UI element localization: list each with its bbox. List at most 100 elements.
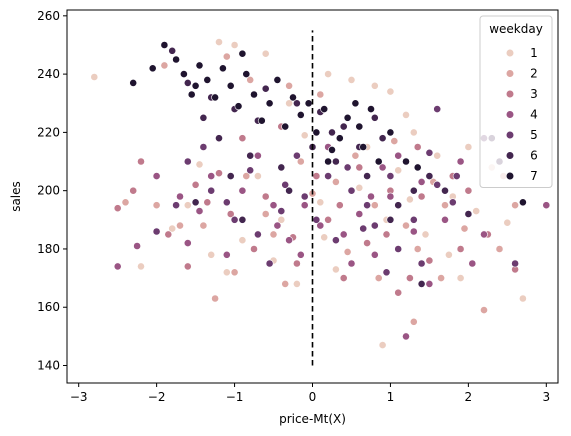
legend-label: 7 xyxy=(530,169,538,183)
data-point xyxy=(90,73,99,81)
data-point xyxy=(394,151,403,160)
data-point xyxy=(137,262,145,271)
data-point xyxy=(246,151,255,160)
data-point xyxy=(402,221,410,230)
legend-title: weekday xyxy=(489,22,543,36)
data-point xyxy=(382,230,391,239)
data-point xyxy=(242,172,251,180)
data-point xyxy=(355,210,364,218)
data-point xyxy=(452,172,461,180)
data-point xyxy=(168,224,177,233)
data-point xyxy=(324,172,332,180)
data-point xyxy=(324,157,332,166)
data-point xyxy=(495,245,504,253)
data-point xyxy=(331,157,340,166)
data-point xyxy=(152,227,161,236)
data-point xyxy=(417,279,426,288)
data-point xyxy=(183,201,192,210)
y-tick-label: 240 xyxy=(37,67,60,81)
data-point xyxy=(238,236,247,245)
data-point xyxy=(425,172,434,180)
data-point xyxy=(374,274,383,282)
data-point xyxy=(129,79,138,87)
legend-items: 1 2 3 4 5 6 7 xyxy=(505,46,538,183)
data-point xyxy=(413,163,422,172)
data-point xyxy=(152,172,161,180)
data-point xyxy=(386,87,395,96)
data-point xyxy=(363,239,371,247)
data-point xyxy=(164,230,173,239)
data-point xyxy=(448,198,457,207)
data-point xyxy=(207,172,216,180)
data-point xyxy=(253,172,262,180)
data-point xyxy=(413,245,422,253)
data-point xyxy=(367,105,375,113)
data-point xyxy=(363,201,371,210)
data-point xyxy=(230,41,239,49)
data-point xyxy=(277,215,286,224)
data-point xyxy=(511,201,519,210)
data-point xyxy=(261,210,270,218)
data-point xyxy=(296,111,305,119)
data-point xyxy=(269,230,278,239)
legend-marker xyxy=(505,89,515,99)
data-point xyxy=(370,250,379,259)
data-point xyxy=(367,192,375,201)
data-point xyxy=(355,122,364,131)
data-point xyxy=(215,38,223,46)
data-point xyxy=(152,201,161,210)
data-point xyxy=(433,105,442,113)
data-point xyxy=(148,64,157,73)
data-point xyxy=(265,99,274,108)
data-point xyxy=(437,274,445,282)
data-point xyxy=(542,201,551,210)
legend-marker xyxy=(505,151,515,160)
data-point xyxy=(176,192,184,201)
x-tick-label: 3 xyxy=(542,390,550,404)
data-point xyxy=(386,172,395,180)
data-point xyxy=(460,224,469,233)
data-point xyxy=(261,192,270,201)
data-point xyxy=(394,288,403,297)
data-point xyxy=(265,259,274,268)
data-point xyxy=(386,192,395,201)
data-point xyxy=(433,151,442,160)
data-point xyxy=(343,113,352,122)
y-tick-label: 220 xyxy=(37,125,60,139)
data-point xyxy=(160,61,169,70)
data-point xyxy=(253,230,262,239)
data-point xyxy=(273,76,282,84)
data-point xyxy=(351,151,360,160)
data-point xyxy=(441,201,449,210)
data-point xyxy=(370,221,379,230)
data-point xyxy=(113,262,122,271)
data-point xyxy=(222,198,231,207)
data-point xyxy=(183,157,192,166)
data-point xyxy=(199,113,208,122)
data-point xyxy=(238,49,247,58)
data-point xyxy=(191,198,200,207)
legend-marker xyxy=(505,171,515,181)
data-point xyxy=(211,294,219,303)
data-point xyxy=(172,55,180,64)
data-point xyxy=(203,76,212,84)
legend-marker xyxy=(505,69,515,78)
x-tick-label: 1 xyxy=(387,390,395,404)
data-point xyxy=(320,105,329,113)
legend-box xyxy=(479,15,553,188)
data-point xyxy=(253,151,262,160)
data-point xyxy=(277,207,286,215)
data-point xyxy=(195,207,204,215)
data-point xyxy=(300,192,309,201)
data-point xyxy=(359,143,368,151)
data-point xyxy=(207,186,216,195)
data-point xyxy=(405,274,414,282)
data-point xyxy=(390,137,399,145)
data-point xyxy=(300,201,309,210)
data-point xyxy=(222,250,231,259)
data-point xyxy=(238,134,247,143)
data-point xyxy=(409,227,418,236)
data-point xyxy=(409,215,418,224)
y-tick-label: 260 xyxy=(37,9,60,23)
